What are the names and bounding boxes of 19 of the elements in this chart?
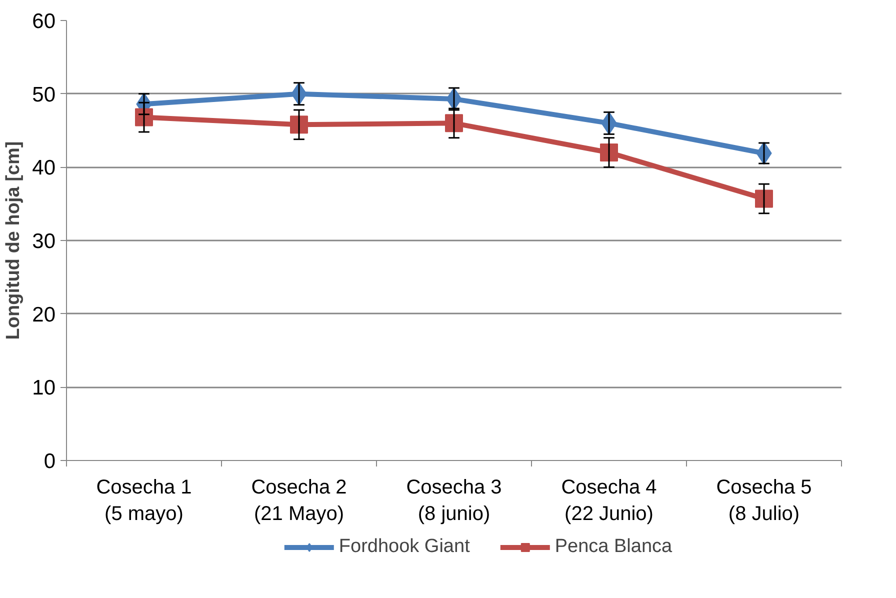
x-tick-label: Cosecha 5 (8 Julio) bbox=[716, 476, 812, 525]
y-tick-label: 0 bbox=[44, 450, 56, 473]
x-tick-label: Cosecha 1 (5 mayo) bbox=[96, 476, 192, 525]
y-tick-label: 40 bbox=[32, 156, 56, 180]
point bbox=[755, 190, 773, 208]
x-tick-label: Cosecha 2 (21 Mayo) bbox=[251, 476, 347, 525]
legend-label: Penca Blanca bbox=[554, 536, 672, 558]
y-tick-label: 10 bbox=[32, 376, 56, 400]
point bbox=[290, 116, 308, 134]
legend-label: Fordhook Giant bbox=[338, 536, 470, 558]
point bbox=[445, 114, 463, 132]
y-tick-label: 50 bbox=[32, 83, 56, 106]
y-axis-title: Longitud de hoja [cm] bbox=[3, 141, 24, 340]
x-tick-label: Cosecha 3 (8 junio) bbox=[406, 476, 502, 525]
y-tick-label: 20 bbox=[32, 303, 56, 326]
point bbox=[600, 144, 618, 162]
y-tick-label: 60 bbox=[32, 10, 56, 33]
x-tick-label: Cosecha 4 (22 Junio) bbox=[561, 476, 657, 525]
y-tick-label: 30 bbox=[32, 230, 56, 253]
